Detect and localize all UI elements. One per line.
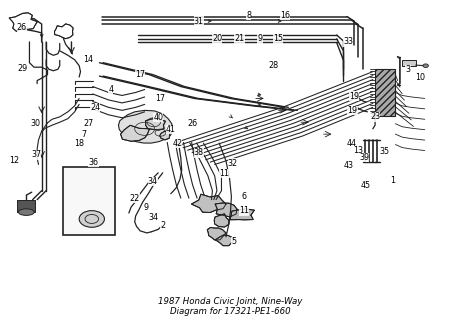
Text: 34: 34	[148, 177, 158, 186]
Circle shape	[79, 211, 105, 227]
Text: 19: 19	[348, 106, 358, 115]
Polygon shape	[121, 125, 149, 141]
Text: 30: 30	[30, 119, 40, 128]
Text: 29: 29	[18, 64, 28, 73]
Text: 5: 5	[231, 237, 236, 246]
Text: 40: 40	[153, 113, 163, 122]
Text: 1: 1	[390, 176, 396, 185]
Polygon shape	[118, 110, 173, 143]
Bar	[402, 60, 416, 66]
Text: 8: 8	[246, 11, 251, 20]
Polygon shape	[214, 214, 229, 227]
Text: 17: 17	[135, 70, 145, 79]
Text: 16: 16	[280, 11, 290, 20]
Text: 27: 27	[83, 119, 93, 128]
Text: 41: 41	[166, 125, 176, 134]
Bar	[17, 200, 35, 212]
Text: 37: 37	[31, 150, 41, 159]
Text: 20: 20	[212, 35, 222, 44]
Text: 3: 3	[406, 65, 411, 74]
Text: 11: 11	[219, 169, 230, 178]
Text: 21: 21	[235, 35, 245, 44]
Text: 6: 6	[242, 192, 247, 201]
Polygon shape	[146, 119, 165, 130]
Text: 19: 19	[349, 92, 359, 100]
Ellipse shape	[18, 209, 34, 215]
Text: 12: 12	[10, 156, 20, 165]
Text: 39: 39	[359, 153, 369, 162]
Polygon shape	[54, 24, 73, 39]
Text: 28: 28	[268, 61, 278, 70]
Bar	[375, 69, 396, 116]
Polygon shape	[9, 13, 37, 31]
Text: 2: 2	[160, 221, 165, 230]
Text: 33: 33	[343, 37, 353, 46]
Polygon shape	[215, 235, 234, 246]
Text: 24: 24	[90, 103, 100, 112]
Text: 9: 9	[257, 35, 262, 44]
Text: 7: 7	[81, 130, 86, 139]
Text: 44: 44	[347, 139, 356, 148]
Text: 11: 11	[239, 206, 249, 215]
Text: 45: 45	[361, 181, 371, 190]
Polygon shape	[230, 209, 254, 220]
Text: 22: 22	[129, 194, 139, 203]
Text: 14: 14	[83, 55, 93, 64]
Polygon shape	[191, 194, 226, 212]
Polygon shape	[215, 203, 237, 217]
Text: 38: 38	[194, 148, 204, 157]
Text: 36: 36	[89, 158, 99, 167]
Text: 18: 18	[74, 139, 84, 148]
Bar	[63, 167, 115, 235]
Text: 13: 13	[353, 146, 363, 155]
Text: 10: 10	[415, 73, 425, 82]
Text: 35: 35	[379, 148, 389, 156]
Text: 4: 4	[108, 85, 113, 94]
Text: 32: 32	[228, 158, 238, 167]
Circle shape	[423, 64, 428, 68]
Polygon shape	[207, 228, 226, 240]
Text: 15: 15	[273, 35, 283, 44]
Text: 31: 31	[194, 17, 204, 26]
Text: 23: 23	[370, 112, 380, 121]
Text: 1987 Honda Civic Joint, Nine-Way
Diagram for 17321-PE1-660: 1987 Honda Civic Joint, Nine-Way Diagram…	[158, 297, 303, 316]
Text: 43: 43	[344, 161, 354, 170]
Text: 17: 17	[155, 94, 165, 103]
Text: 26: 26	[187, 119, 197, 128]
Text: 34: 34	[149, 213, 159, 222]
Text: 26: 26	[17, 22, 27, 31]
Text: 9: 9	[143, 204, 148, 212]
Polygon shape	[160, 131, 170, 140]
Text: 42: 42	[172, 139, 182, 148]
